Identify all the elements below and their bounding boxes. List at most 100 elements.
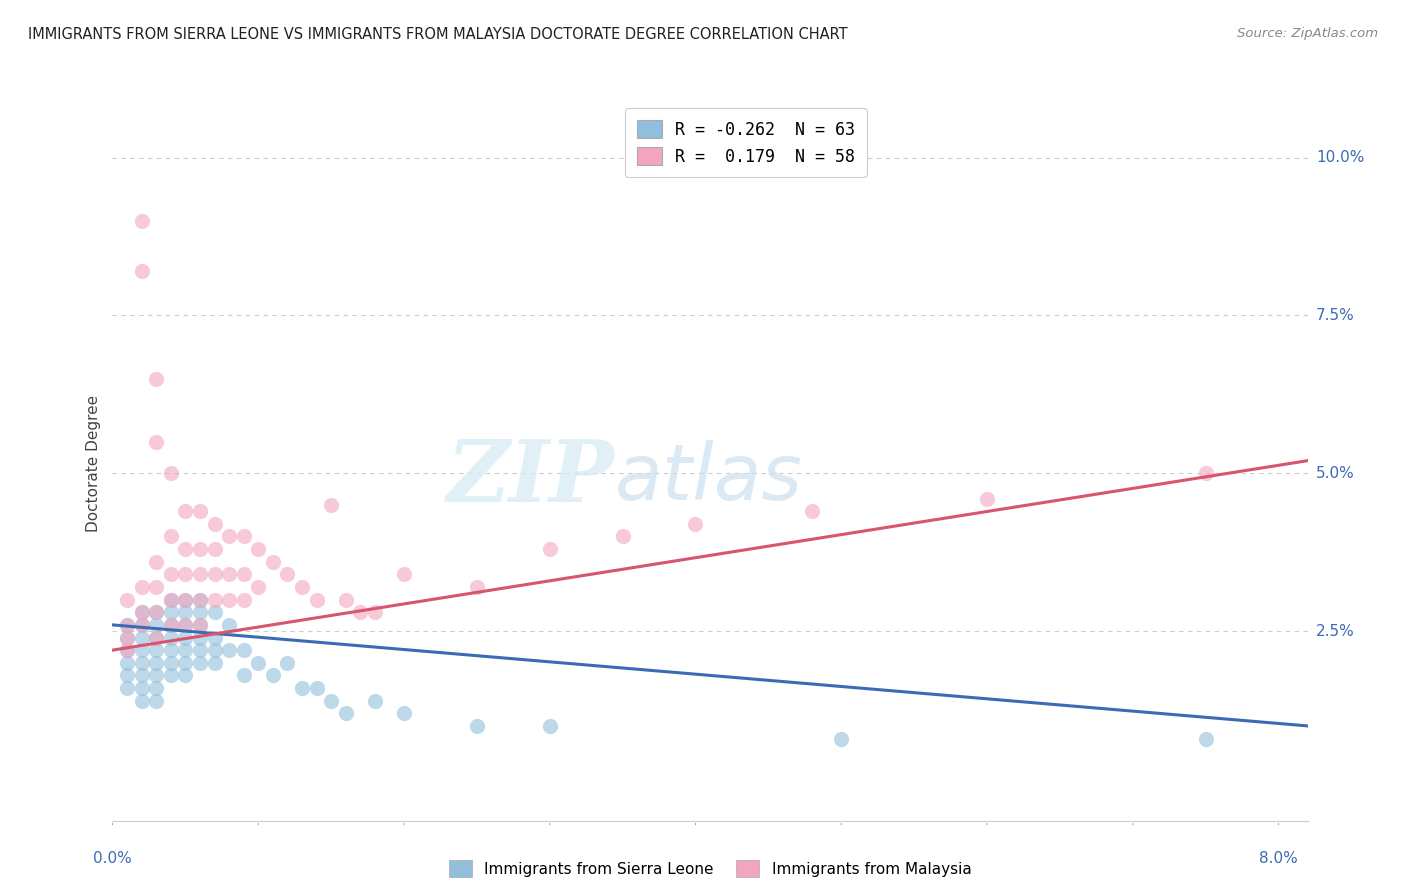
Point (145, 605, 167, 619)
Point (174, 631, 197, 645)
Point (115, 592, 138, 607)
Point (159, 631, 181, 645)
Point (232, 668, 254, 682)
Point (247, 580, 270, 594)
Point (204, 516, 226, 531)
Point (159, 643, 181, 657)
Point (159, 592, 181, 607)
Point (131, 693, 153, 707)
Text: Source: ZipAtlas.com: Source: ZipAtlas.com (1237, 27, 1378, 40)
Point (115, 618, 138, 632)
Point (204, 631, 226, 645)
Point (145, 693, 167, 707)
Point (188, 618, 211, 632)
Text: 5.0%: 5.0% (1316, 466, 1354, 481)
Point (188, 592, 211, 607)
Point (276, 567, 298, 582)
Point (204, 643, 226, 657)
Point (145, 371, 167, 385)
Point (188, 504, 211, 518)
Point (612, 529, 634, 543)
Point (131, 668, 153, 682)
Point (145, 681, 167, 695)
Point (188, 631, 211, 645)
Point (262, 555, 284, 569)
Point (232, 592, 254, 607)
Point (1194, 731, 1216, 746)
Point (218, 643, 240, 657)
Text: 7.5%: 7.5% (1316, 308, 1354, 323)
Point (204, 592, 226, 607)
Point (465, 580, 488, 594)
Point (131, 656, 153, 670)
Point (218, 592, 240, 607)
Point (247, 656, 270, 670)
Point (159, 529, 181, 543)
Point (204, 656, 226, 670)
Point (115, 668, 138, 682)
Point (830, 731, 852, 746)
Point (218, 618, 240, 632)
Point (145, 643, 167, 657)
Point (335, 706, 357, 721)
Point (305, 681, 328, 695)
Point (685, 516, 707, 531)
Point (159, 467, 181, 481)
Point (131, 631, 153, 645)
Point (218, 529, 240, 543)
Y-axis label: Doctorate Degree: Doctorate Degree (86, 395, 101, 533)
Text: atlas: atlas (614, 440, 803, 516)
Point (174, 656, 197, 670)
Point (204, 542, 226, 557)
Point (131, 605, 153, 619)
Point (319, 693, 342, 707)
Point (349, 605, 371, 619)
Point (188, 567, 211, 582)
Point (262, 668, 284, 682)
Point (276, 656, 298, 670)
Point (174, 643, 197, 657)
Point (291, 681, 314, 695)
Point (174, 567, 197, 582)
Point (232, 567, 254, 582)
Point (232, 643, 254, 657)
Text: 0.0%: 0.0% (93, 851, 132, 866)
Point (174, 618, 197, 632)
Point (145, 656, 167, 670)
Point (131, 618, 153, 632)
Point (188, 605, 211, 619)
Point (145, 668, 167, 682)
Point (188, 656, 211, 670)
Point (131, 643, 153, 657)
Point (335, 592, 357, 607)
Point (538, 719, 561, 733)
Point (115, 618, 138, 632)
Point (392, 567, 415, 582)
Text: 2.5%: 2.5% (1316, 624, 1354, 639)
Point (174, 618, 197, 632)
Point (204, 567, 226, 582)
Point (305, 592, 328, 607)
Point (801, 504, 824, 518)
Point (976, 491, 998, 506)
Point (188, 592, 211, 607)
Point (291, 580, 314, 594)
Point (131, 580, 153, 594)
Point (392, 706, 415, 721)
Point (159, 618, 181, 632)
Point (115, 643, 138, 657)
Point (174, 592, 197, 607)
Point (115, 631, 138, 645)
Point (131, 605, 153, 619)
Text: ZIP: ZIP (447, 436, 614, 520)
Point (159, 567, 181, 582)
Point (188, 542, 211, 557)
Point (188, 643, 211, 657)
Point (159, 656, 181, 670)
Text: IMMIGRANTS FROM SIERRA LEONE VS IMMIGRANTS FROM MALAYSIA DOCTORATE DEGREE CORREL: IMMIGRANTS FROM SIERRA LEONE VS IMMIGRAN… (28, 27, 848, 42)
Point (159, 668, 181, 682)
Point (465, 719, 488, 733)
Point (145, 618, 167, 632)
Point (364, 605, 387, 619)
Point (115, 643, 138, 657)
